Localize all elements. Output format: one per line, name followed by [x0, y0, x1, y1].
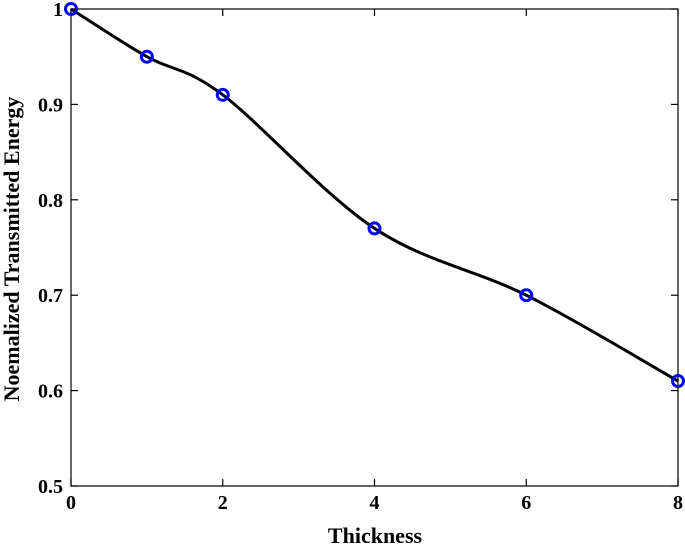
y-tick-label: 0.7: [38, 285, 63, 307]
data-point-marker: [64, 2, 78, 16]
y-tick-label: 0.5: [38, 476, 63, 498]
x-tick-label: 2: [218, 492, 228, 514]
x-tick-label: 6: [521, 492, 531, 514]
data-point-marker: [139, 49, 154, 64]
x-tick-label: 8: [673, 492, 683, 514]
y-tick-label: 0.9: [38, 94, 63, 116]
data-point-marker: [367, 221, 382, 236]
data-point-marker: [215, 87, 230, 102]
plot-frame: [70, 8, 679, 487]
y-tick-label: 0.8: [38, 190, 63, 212]
data-point-marker: [671, 374, 685, 389]
x-tick-label: 4: [370, 492, 380, 514]
data-point-marker: [519, 288, 534, 303]
x-axis-title: Thickness: [328, 523, 423, 546]
y-tick-label: 1: [53, 0, 63, 21]
y-axis-title: Noemalized Transmitted Energy: [0, 97, 24, 402]
y-tick-label: 0.6: [38, 381, 63, 403]
x-tick-label: 0: [66, 492, 76, 514]
series-line: [70, 7, 679, 383]
